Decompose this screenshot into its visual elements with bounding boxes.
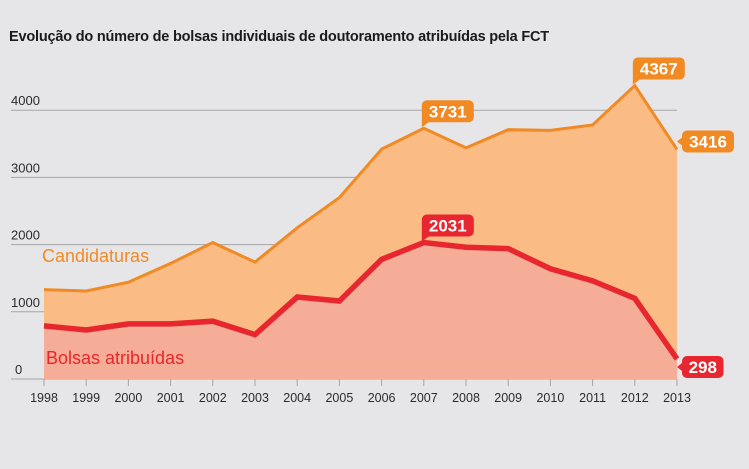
y-axis: 0 1000 2000 3000 4000 [11,93,40,377]
badge-pointer [421,118,429,128]
badge-pointer [421,232,429,242]
badge-label: 2031 [429,217,467,236]
y-tick-label: 3000 [11,160,40,175]
x-tick-label: 2011 [579,391,606,405]
chart-title: Evolução do número de bolsas individuais… [9,29,549,45]
x-tick-label: 2009 [494,391,522,405]
badge-label: 3416 [689,132,727,151]
badge-pointer [677,362,682,371]
badge-background [682,355,724,378]
badge-label: 3731 [429,102,467,121]
line-candidaturas [43,83,679,293]
x-tick-label: 2007 [410,391,438,405]
badge-label: 4367 [640,60,678,79]
annotation-badge: 298 [677,355,724,378]
badge-background [421,100,474,123]
badge-background [682,130,734,153]
annotation-badge: 2031 [421,214,474,242]
x-tick-label: 2002 [199,391,227,405]
badge-background [632,57,685,80]
x-tick-label: 2012 [621,391,649,405]
y-tick-label: 1000 [11,295,40,310]
x-tick-label: 1999 [72,391,100,405]
y-tick-label: 2000 [11,228,40,243]
annotation-badge: 3731 [421,100,474,128]
line-bolsas [43,239,680,361]
x-axis: 1998 1999 2000 2001 2002 2003 2004 2005 2006 2007… [30,379,691,405]
areas [44,85,677,379]
annotation-badge: 4367 [632,57,685,85]
badge-label: 298 [689,358,717,377]
x-tick-label: 2004 [283,391,311,405]
y-tick-label: 0 [15,362,22,377]
x-tick-label: 2003 [241,391,269,405]
x-tick-label: 2001 [157,391,185,405]
series-label-candidaturas: Candidaturas [42,246,149,266]
x-tick-label: 2008 [452,391,480,405]
x-tick-label: 2013 [663,391,691,405]
x-tick-label: 2005 [325,391,353,405]
x-tick-label: 1998 [30,391,58,405]
x-tick-label: 2000 [114,391,142,405]
y-tick-label: 4000 [11,93,40,108]
series-labels: Candidaturas Bolsas atribuídas [42,246,184,368]
badge-background [421,214,474,237]
badge-pointer [632,75,640,85]
x-tick-label: 2006 [368,391,396,405]
badge-pointer [677,137,682,146]
series-label-bolsas: Bolsas atribuídas [46,348,184,368]
lines [43,83,680,361]
annotation-badge: 3416 [677,130,734,153]
annotations: 3731 4367 3416 2031 298 [421,57,734,378]
x-tick-label: 2010 [536,391,564,405]
area-bolsas [44,242,677,379]
